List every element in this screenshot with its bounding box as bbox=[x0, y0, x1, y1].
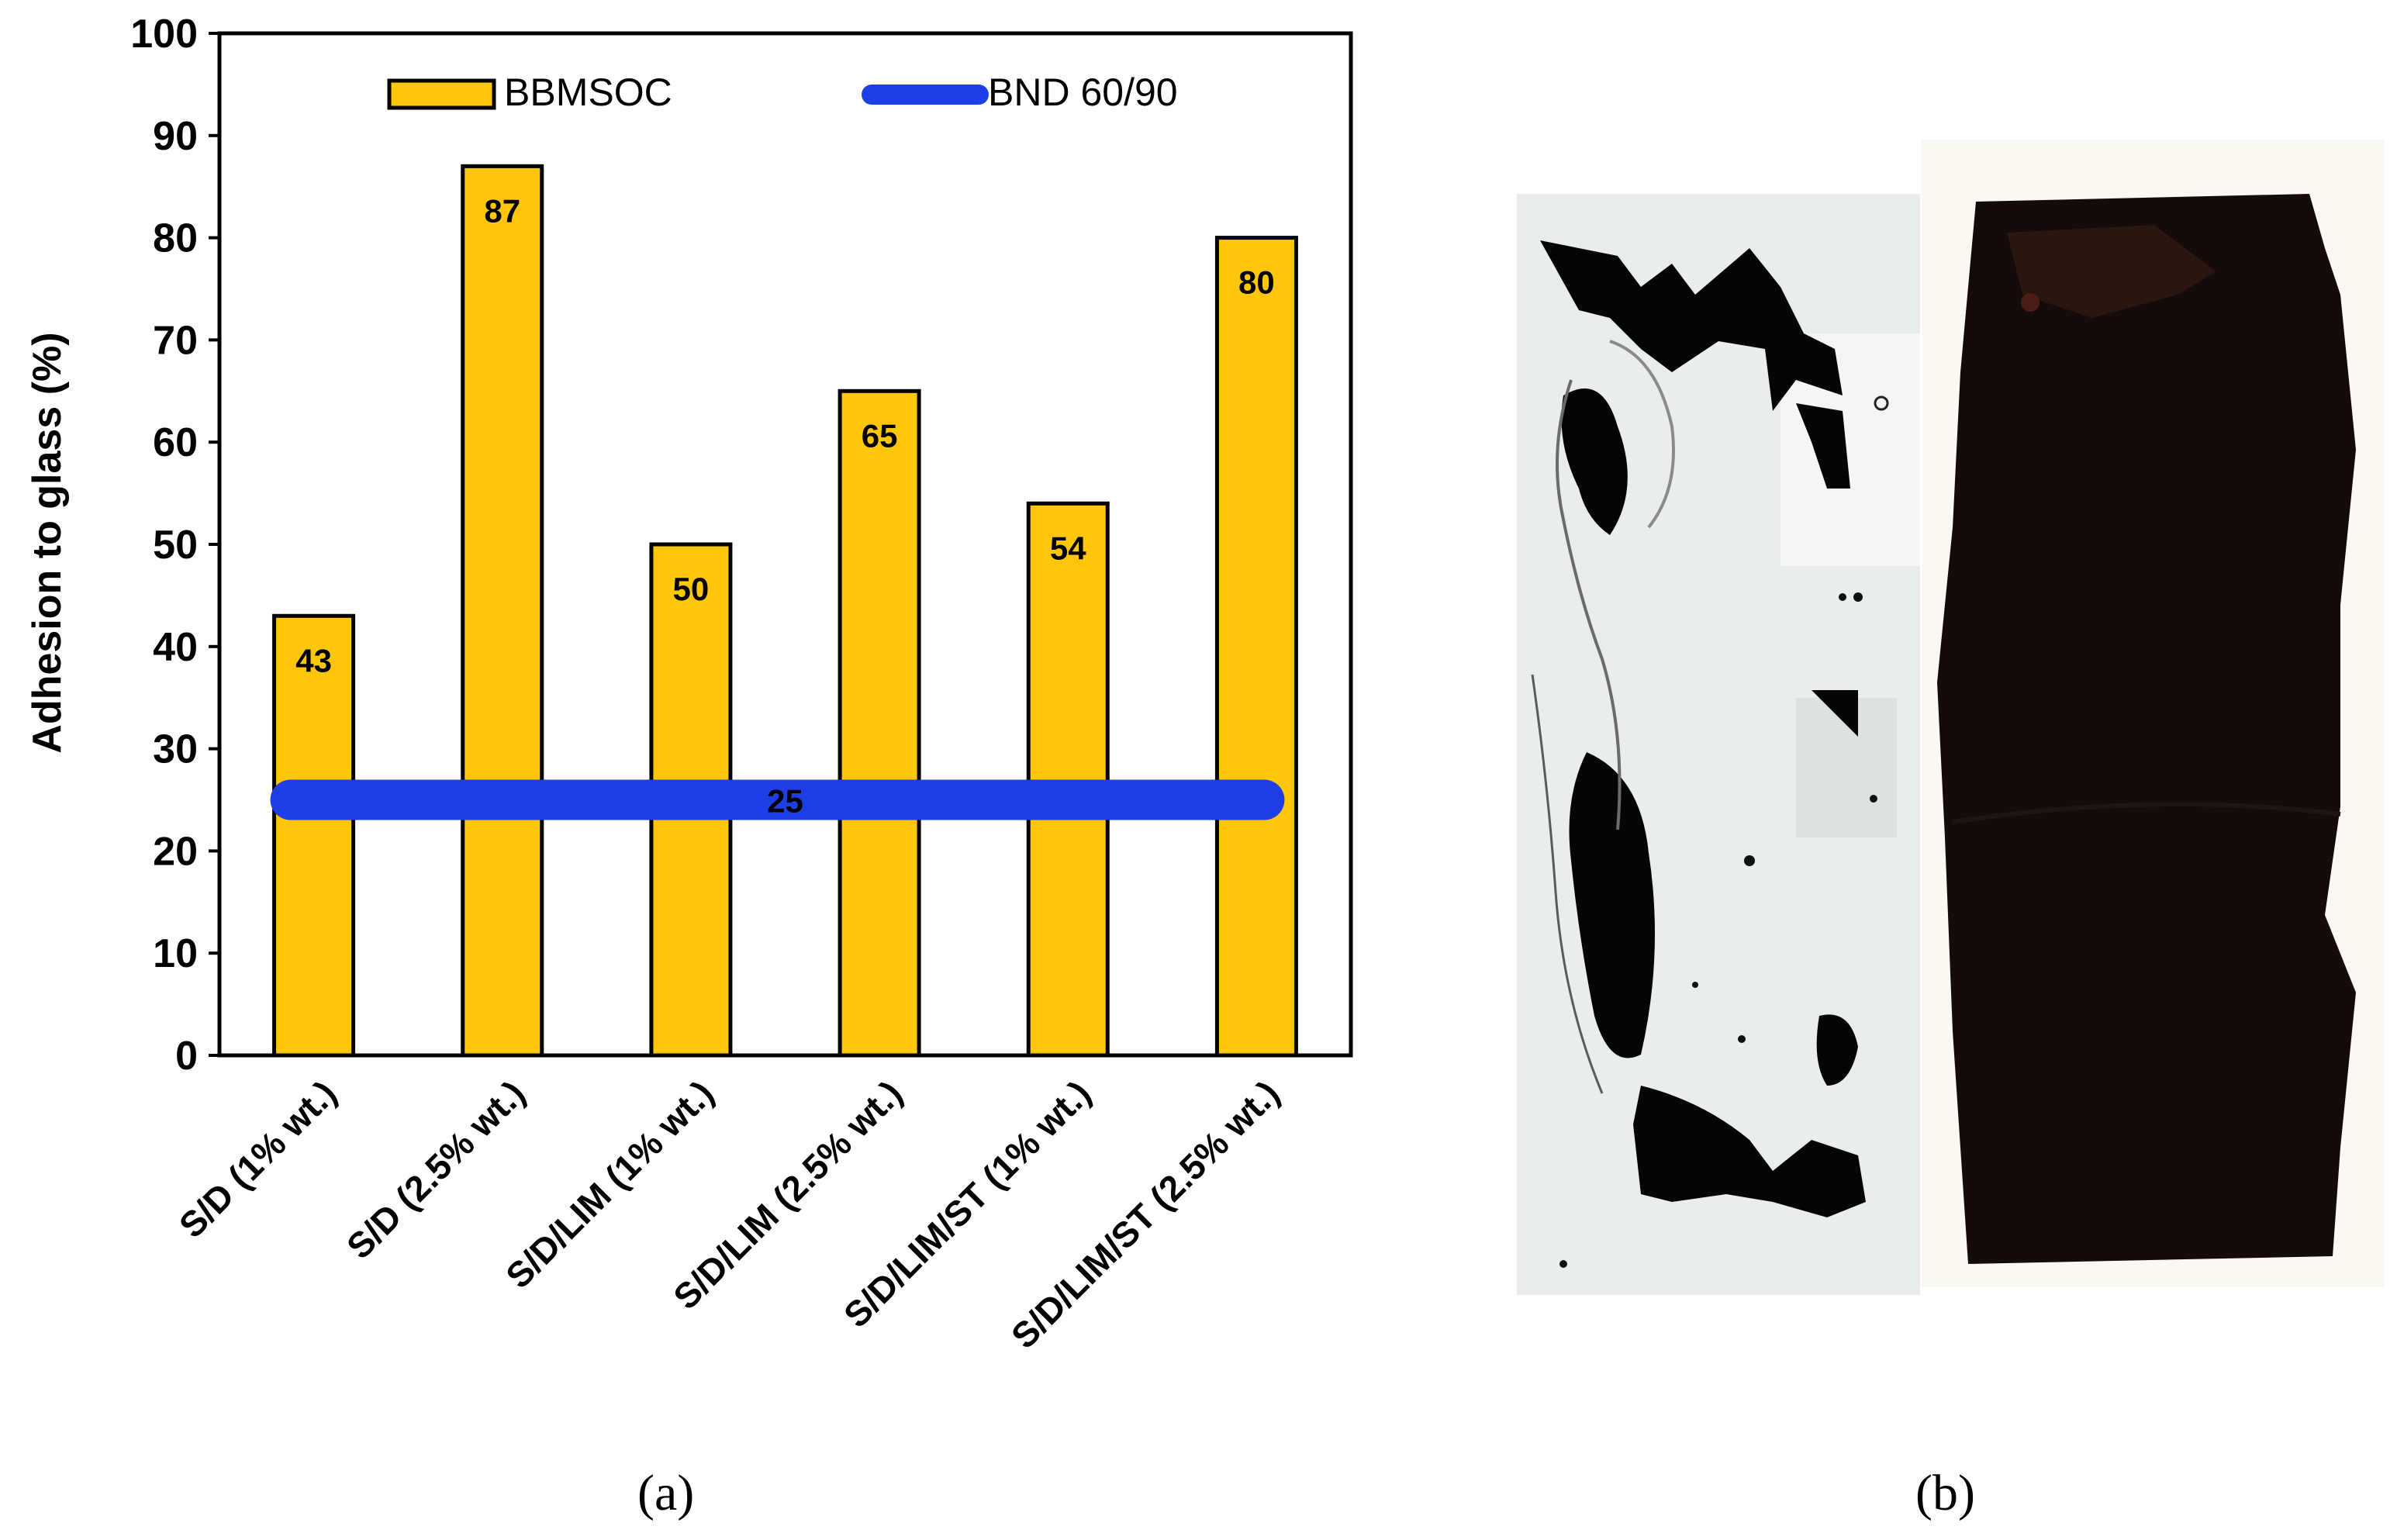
legend: BBMSOC BND 60/90 bbox=[387, 71, 1178, 114]
bar-data-label: 80 bbox=[1238, 264, 1275, 301]
reference-line-label: 25 bbox=[767, 783, 803, 820]
bar bbox=[838, 388, 921, 1058]
bar-data-label: 65 bbox=[862, 417, 898, 454]
y-axis-ticks: 0 10 20 30 40 50 60 70 80 90 100 bbox=[130, 12, 219, 1079]
y-axis-title: Adhesion to glass (%) bbox=[25, 332, 70, 753]
bar-data-label: 87 bbox=[484, 192, 520, 229]
bar-data-label: 43 bbox=[295, 642, 332, 678]
y-tick-label: 40 bbox=[153, 625, 198, 670]
y-tick-label: 20 bbox=[153, 829, 198, 874]
plot-area-frame bbox=[217, 31, 1353, 1058]
y-tick-label: 60 bbox=[153, 420, 198, 465]
y-tick-label: 10 bbox=[153, 931, 198, 976]
bar-chart: 0 10 20 30 40 50 60 70 80 90 100 43 87 50 65 54 80 25 S… bbox=[25, 12, 1353, 1356]
y-tick-label: 0 bbox=[175, 1034, 198, 1079]
x-axis-labels: S/D (1% wt.)S/D (2.5% wt.)S/D/LIM (1% wt… bbox=[171, 1072, 1287, 1356]
legend-label-bbmsoc: BBMSOC bbox=[504, 71, 672, 114]
adhesion-test-glass-plate-photo bbox=[1517, 194, 1920, 1295]
bar-data-label: 54 bbox=[1050, 530, 1086, 566]
bar-data-labels: 43 87 50 65 54 80 bbox=[295, 192, 1275, 678]
y-tick-label: 50 bbox=[153, 523, 198, 568]
reference-line-group: 25 bbox=[270, 779, 1285, 820]
y-tick-label: 90 bbox=[153, 114, 198, 159]
bars-group bbox=[272, 164, 1298, 1058]
bitumen-coated-glass-plate-photo bbox=[1922, 140, 2384, 1287]
x-tick-label: S/D (1% wt.) bbox=[171, 1072, 344, 1245]
bar bbox=[272, 613, 356, 1058]
x-tick-label: S/D/LIM (1% wt.) bbox=[498, 1072, 721, 1296]
y-tick-label: 70 bbox=[153, 318, 198, 363]
bar bbox=[461, 164, 544, 1058]
panel-label-a: (a) bbox=[637, 1465, 695, 1521]
legend-swatch-bbmsoc bbox=[387, 78, 496, 110]
legend-label-bnd: BND 60/90 bbox=[988, 71, 1178, 114]
y-tick-label: 100 bbox=[130, 12, 198, 57]
y-tick-label: 30 bbox=[153, 727, 198, 772]
bar bbox=[1214, 236, 1298, 1058]
bar-data-label: 50 bbox=[673, 571, 710, 607]
bar bbox=[1026, 501, 1110, 1058]
y-tick-label: 80 bbox=[153, 216, 198, 261]
panel-label-b: (b) bbox=[1915, 1465, 1975, 1521]
x-tick-label: S/D (2.5% wt.) bbox=[339, 1072, 533, 1266]
